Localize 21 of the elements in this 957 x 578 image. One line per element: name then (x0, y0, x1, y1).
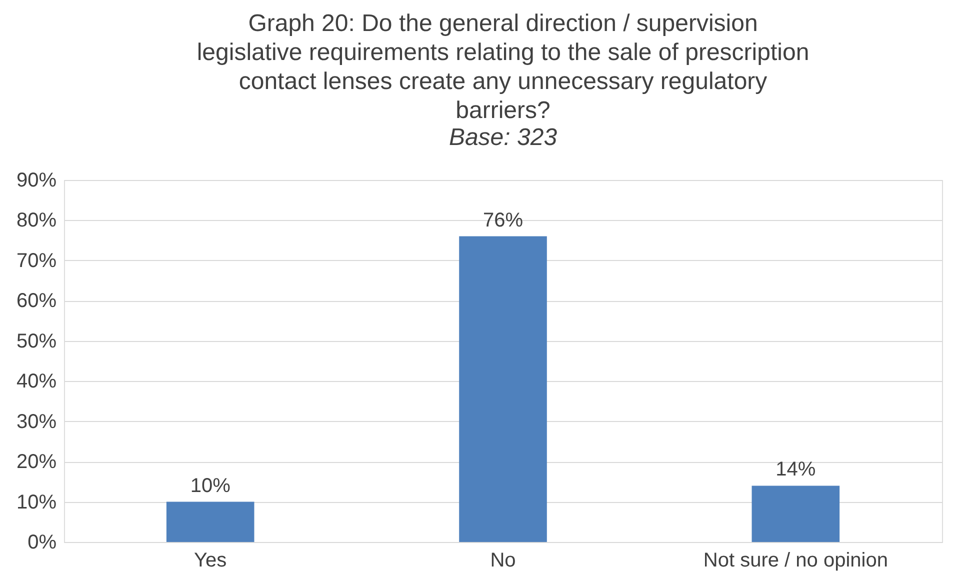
y-tick-label: 10% (16, 491, 57, 514)
x-tick-label: No (490, 550, 516, 572)
y-tick-label: 0% (28, 532, 57, 554)
y-tick-label: 20% (16, 451, 57, 474)
y-tick-label: 70% (16, 250, 57, 272)
y-tick-label: 50% (16, 330, 57, 352)
y-tick-label: 60% (16, 290, 57, 312)
y-tick-label: 40% (16, 370, 57, 393)
y-tick-label: 90% (16, 170, 57, 192)
y-tick-label: 30% (16, 410, 57, 433)
data-label: 14% (776, 458, 816, 481)
bar (459, 236, 547, 542)
data-label: 10% (190, 474, 231, 497)
bar (752, 486, 840, 542)
chart-subtitle: Base: 323 (448, 124, 558, 151)
x-tick-label: Not sure / no opinion (703, 550, 888, 572)
data-label: 76% (482, 209, 524, 232)
bar (166, 502, 254, 542)
x-tick-label: Yes (194, 550, 227, 572)
chart-title: Graph 20: Do the general direction / supervision legislative requirements relating to the sale of prescription contact lenses create any unnecessary regulatory barriers? (196, 10, 810, 124)
y-tick-label: 80% (16, 210, 57, 232)
